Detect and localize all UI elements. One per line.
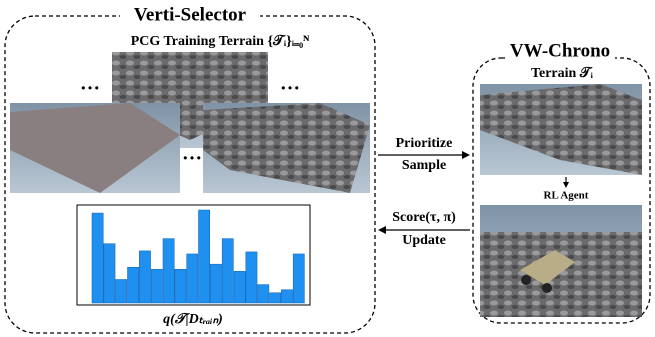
arrowhead <box>378 226 386 234</box>
title-bg <box>505 42 615 62</box>
simulation-image <box>480 205 642 317</box>
histogram-bar <box>198 209 210 304</box>
histogram-bar <box>174 269 187 304</box>
histogram-bar <box>127 266 139 304</box>
histogram-bar <box>115 279 128 304</box>
panel-border <box>472 57 651 324</box>
terrain-image <box>203 103 370 193</box>
histogram-bar <box>162 238 175 304</box>
histogram-bar <box>186 253 199 304</box>
histogram-bar <box>269 292 281 304</box>
panel-title: Verti-Selector <box>134 4 247 25</box>
ellipsis: … <box>182 143 202 165</box>
arrow-label: Update <box>402 233 446 248</box>
panel-subtitle: PCG Training Terrain {𝒯ᵢ}ᵢ₌₀ᴺ <box>131 33 310 49</box>
histogram-bar <box>103 243 116 304</box>
panel-title: VW-Chrono <box>510 40 610 61</box>
histogram-bar <box>233 271 246 304</box>
agent-label: RL Agent <box>544 190 589 202</box>
arrowhead <box>563 182 569 188</box>
terrain-image <box>480 84 642 175</box>
histogram-bar <box>257 284 270 304</box>
histogram-bar <box>281 289 293 304</box>
histogram-bar <box>139 250 151 304</box>
terrain-image <box>10 103 180 193</box>
arrowhead <box>462 151 470 159</box>
histogram-label: q(𝒯|Dₜᵣₐᵢₙ) <box>163 312 223 327</box>
histogram <box>91 209 305 304</box>
arrow-label: Score(τ, π) <box>392 210 456 225</box>
histogram-bar <box>210 263 222 304</box>
histogram-bar <box>292 253 305 304</box>
histogram-bar <box>221 238 234 304</box>
ellipsis: … <box>280 73 300 95</box>
histogram-bar <box>150 269 163 304</box>
histogram-bar <box>245 251 258 304</box>
terrain-label: Terrain 𝒯ᵢ <box>531 65 594 81</box>
histogram-bar <box>91 212 104 304</box>
title-bg <box>120 6 260 26</box>
arrow-label: Sample <box>402 158 446 173</box>
ellipsis: … <box>80 73 100 95</box>
arrow-label: Prioritize <box>396 136 453 151</box>
